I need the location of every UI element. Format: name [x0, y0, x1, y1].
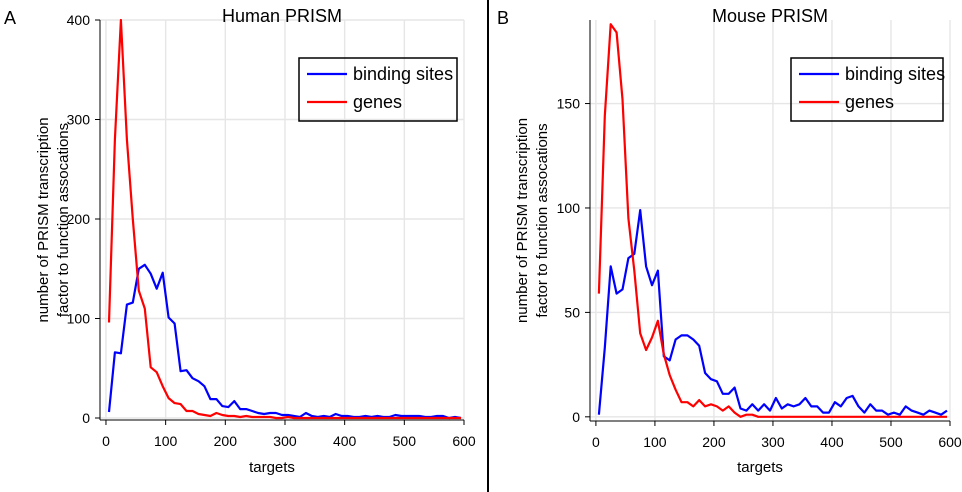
series-line-genes [597, 23, 947, 418]
x-tick-label: 200 [214, 433, 238, 449]
legend-label: genes [845, 92, 894, 112]
chart-title: Mouse PRISM [712, 6, 828, 26]
y-axis-label-line: factor to function assocations [55, 123, 72, 317]
x-tick-label: 600 [938, 434, 962, 450]
x-tick-label: 300 [761, 434, 785, 450]
chart-panel-0: 0 100 200 300 400 500 600 0 100 200 300 400 binding … [4, 6, 476, 476]
x-tick-label: 400 [820, 434, 844, 450]
chart-panel-1: 0 100 200 300 400 500 600 0 50 100 150 binding site… [497, 6, 962, 476]
x-tick-label: 100 [643, 434, 667, 450]
x-tick-label: 300 [273, 433, 297, 449]
x-axis-label: targets [249, 459, 295, 476]
y-tick-label: 400 [67, 12, 91, 28]
x-tick-label: 600 [452, 433, 476, 449]
y-tick-label: 100 [557, 200, 581, 216]
y-tick-label: 300 [67, 112, 91, 128]
x-tick-label: 400 [333, 433, 357, 449]
x-tick-label: 200 [702, 434, 726, 450]
y-tick-label: 0 [82, 410, 90, 426]
legend-label: genes [353, 92, 402, 112]
y-tick-label: 0 [572, 409, 580, 425]
chart-title: Human PRISM [222, 6, 342, 26]
legend-label: binding sites [353, 64, 453, 84]
x-axis-label: targets [737, 459, 783, 476]
y-tick-label: 50 [564, 304, 580, 320]
x-tick-label: 100 [154, 433, 178, 449]
y-tick-label: 200 [67, 211, 91, 227]
x-tick-label: 0 [592, 434, 600, 450]
y-tick-label: 100 [67, 311, 91, 327]
y-axis-label-line: number of PRISM transcription [514, 118, 531, 323]
x-tick-label: 500 [393, 433, 417, 449]
panel-letter: B [497, 8, 509, 28]
y-axis-label-line: number of PRISM transcription [35, 117, 52, 322]
legend-label: binding sites [845, 64, 945, 84]
x-tick-label: 0 [102, 433, 110, 449]
y-tick-label: 150 [557, 96, 581, 112]
panel-letter: A [4, 8, 16, 28]
series-line-genes [107, 18, 461, 420]
legend-box [790, 57, 944, 122]
series-line-binding-sites [107, 263, 462, 420]
x-tick-label: 500 [879, 434, 903, 450]
legend-box [298, 57, 458, 122]
series-line-binding-sites [597, 209, 948, 416]
y-axis-label-line: factor to function assocations [534, 123, 551, 317]
